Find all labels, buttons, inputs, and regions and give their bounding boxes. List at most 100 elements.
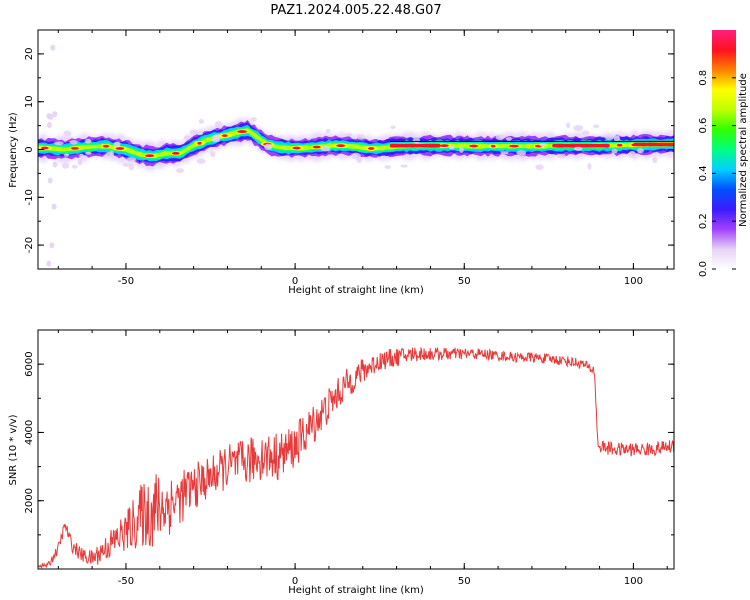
spectrogram-hotspot-core xyxy=(312,145,321,149)
spectrogram-speckle xyxy=(573,146,583,151)
snr-x-tick-label: 100 xyxy=(624,576,643,587)
spectrogram-speckle xyxy=(652,156,658,164)
spectrogram-speckle xyxy=(64,153,70,157)
spectrogram-speckle xyxy=(113,141,121,148)
spectrogram-speckle xyxy=(449,145,455,150)
spectrogram-speckle xyxy=(71,164,78,169)
spectrogram-speckle xyxy=(122,162,131,167)
spectrogram-hotspot-core xyxy=(508,144,519,148)
colorbar-tick-label: 0.2 xyxy=(698,213,709,229)
spectrogram-hotspot-core xyxy=(115,147,125,150)
spectrogram-edge-speckle xyxy=(49,242,55,249)
spectrogram-speckle xyxy=(320,146,331,152)
spectrogram-speckle xyxy=(175,168,185,173)
spectrogram-speckle xyxy=(250,117,257,122)
spectrogram-speckle xyxy=(628,150,636,158)
spectrogram-peak-segment xyxy=(552,143,610,148)
spectrogram-hotspot-core xyxy=(221,134,228,137)
snr-ticks: -50 0 50 100 2000 4000 6000 xyxy=(24,329,674,587)
snr-y-axis-label: SNR (10 * v/v) xyxy=(8,414,19,485)
spectrogram-edge-speckle xyxy=(50,44,56,51)
spectrogram-speckle xyxy=(535,164,544,170)
spectrogram-hotspot-core xyxy=(490,144,496,148)
colorbar-bar xyxy=(712,30,736,269)
spectrogram-hotspot-core xyxy=(469,144,479,148)
colorbar-tick-label: 0.4 xyxy=(698,165,709,181)
spectrogram-edge-speckle xyxy=(52,161,58,168)
spectrogram-speckle xyxy=(384,165,391,169)
spectrogram-speckle xyxy=(556,153,561,158)
snr-y-tick-label: 2000 xyxy=(24,488,35,513)
spectrogram-speckle xyxy=(573,124,584,132)
spectrogram-speckle xyxy=(128,163,135,171)
spectrogram-speckle xyxy=(587,163,592,170)
spectrogram-x-tick-label: -50 xyxy=(118,276,134,287)
spectrogram-speckle xyxy=(196,131,204,136)
spectrogram-hotspot-core xyxy=(336,144,346,148)
spectrogram-edge-speckle xyxy=(52,111,58,118)
snr-x-tick-label: -50 xyxy=(118,576,134,587)
snr-x-tick-label: 50 xyxy=(458,576,471,587)
spectrogram-speckle xyxy=(326,129,331,133)
spectrogram-speckle xyxy=(613,135,620,142)
spectrogram-speckle xyxy=(538,143,546,147)
spectrogram-hotspot-core xyxy=(237,130,248,133)
spectrogram-hotspot-core xyxy=(439,144,449,148)
spectrogram-speckle xyxy=(214,121,223,128)
spectrogram-y-tick-label: -20 xyxy=(24,237,35,253)
spectrogram-edge-speckle xyxy=(51,203,57,210)
spectrogram-speckle xyxy=(69,140,78,145)
spectrogram-speckle xyxy=(63,130,72,137)
spectrogram-peak-segment xyxy=(389,143,441,148)
spectrogram-panel: -50 0 50 100 -20 -10 0 10 20 Height of straight … xyxy=(8,29,675,296)
snr-x-tick-label: 0 xyxy=(292,576,298,587)
spectrogram-speckle xyxy=(54,141,64,146)
spectrogram-speckle xyxy=(105,151,113,158)
snr-frame xyxy=(37,329,675,570)
spectrogram-edge-speckle xyxy=(46,122,52,129)
figure-title: PAZ1.2024.005.22.48.G07 xyxy=(270,3,441,18)
spectrogram-y-axis-label: Frequency (Hz) xyxy=(8,112,19,188)
spectrogram-y-tick-label: -10 xyxy=(24,189,35,205)
spectrogram-x-tick-label: 100 xyxy=(624,276,643,287)
spectrogram-hotspot-core xyxy=(40,146,49,150)
snr-y-tick-label: 4000 xyxy=(24,420,35,445)
colorbar-label: Normalized spectral amplitude xyxy=(738,73,749,227)
snr-series-line xyxy=(38,346,674,569)
spectrogram-edge-speckle xyxy=(47,177,53,184)
spectrogram-speckle xyxy=(390,125,396,129)
spectrogram-speckle xyxy=(189,129,198,136)
spectrogram-y-tick-label: 0 xyxy=(24,146,35,152)
spectrogram-speckle xyxy=(345,133,353,137)
spectrogram-speckle xyxy=(356,134,365,140)
spectrogram-speckle xyxy=(61,162,70,169)
snr-panel: -50 0 50 100 2000 4000 6000 Height of straight… xyxy=(8,329,675,596)
colorbar-tick-label: 0.8 xyxy=(698,70,709,86)
colorbar-tick-label: 0.6 xyxy=(698,118,709,134)
spectrogram-hotspot-core xyxy=(144,154,155,158)
spectrogram-edge-speckle xyxy=(46,113,52,120)
colorbar: 0.0 0.2 0.4 0.6 0.8 Normalized spectral ampl… xyxy=(698,30,749,277)
spectrogram-speckle xyxy=(500,151,509,155)
spectrogram-speckle xyxy=(264,143,273,151)
spectrogram-peak-segment xyxy=(633,142,674,147)
spectrogram-speckle xyxy=(79,153,85,159)
spectrogram-speckle xyxy=(351,152,361,160)
spectrogram-speckle xyxy=(458,147,464,153)
spectrogram-speckle xyxy=(196,158,206,164)
spectrogram-x-tick-label: 50 xyxy=(458,276,471,287)
spectrogram-hotspot-core xyxy=(171,151,180,155)
spectrogram-speckle xyxy=(505,137,512,141)
spectrogram-hotspot-core xyxy=(616,143,623,147)
spectrogram-hotspot-core xyxy=(70,146,79,150)
spectrogram-band xyxy=(38,127,674,160)
spectrogram-hotspot-core xyxy=(367,147,375,150)
spectrogram-speckle xyxy=(85,151,92,155)
spectrogram-x-axis-label: Height of straight line (km) xyxy=(288,285,424,296)
spectrogram-speckle xyxy=(198,119,204,125)
spectrogram-edge-speckle xyxy=(46,260,52,267)
spectrogram-hotspot-core xyxy=(197,141,202,145)
spectrogram-speckle xyxy=(495,134,505,141)
spectrogram-speckle xyxy=(593,124,600,129)
